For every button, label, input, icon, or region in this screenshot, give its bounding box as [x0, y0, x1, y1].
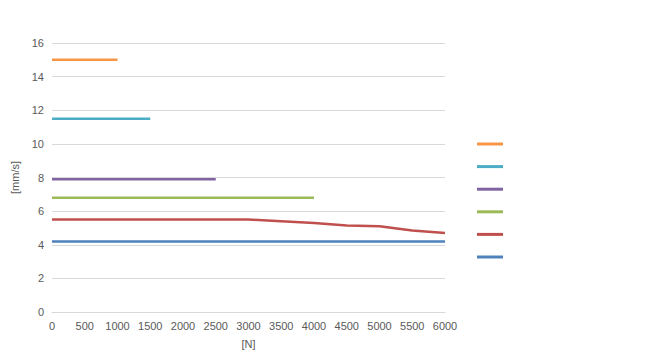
svg-text:2000: 2000 — [171, 320, 195, 332]
svg-text:4000: 4000 — [302, 320, 326, 332]
svg-text:1000: 1000 — [105, 320, 129, 332]
svg-text:8: 8 — [38, 172, 44, 184]
svg-text:[N]: [N] — [241, 338, 255, 350]
svg-text:4500: 4500 — [335, 320, 359, 332]
svg-text:0: 0 — [49, 320, 55, 332]
svg-text:6: 6 — [38, 205, 44, 217]
svg-text:12: 12 — [32, 104, 44, 116]
svg-text:4: 4 — [38, 239, 44, 251]
svg-text:16: 16 — [32, 37, 44, 49]
svg-text:3500: 3500 — [269, 320, 293, 332]
svg-text:[mm/s]: [mm/s] — [9, 161, 21, 194]
svg-text:14: 14 — [32, 71, 44, 83]
svg-text:10: 10 — [32, 138, 44, 150]
svg-text:5500: 5500 — [400, 320, 424, 332]
svg-text:6000: 6000 — [433, 320, 457, 332]
svg-text:500: 500 — [76, 320, 94, 332]
svg-text:3000: 3000 — [236, 320, 260, 332]
svg-text:1500: 1500 — [138, 320, 162, 332]
svg-text:0: 0 — [38, 306, 44, 318]
svg-text:2500: 2500 — [204, 320, 228, 332]
svg-text:2: 2 — [38, 272, 44, 284]
svg-text:5000: 5000 — [367, 320, 391, 332]
